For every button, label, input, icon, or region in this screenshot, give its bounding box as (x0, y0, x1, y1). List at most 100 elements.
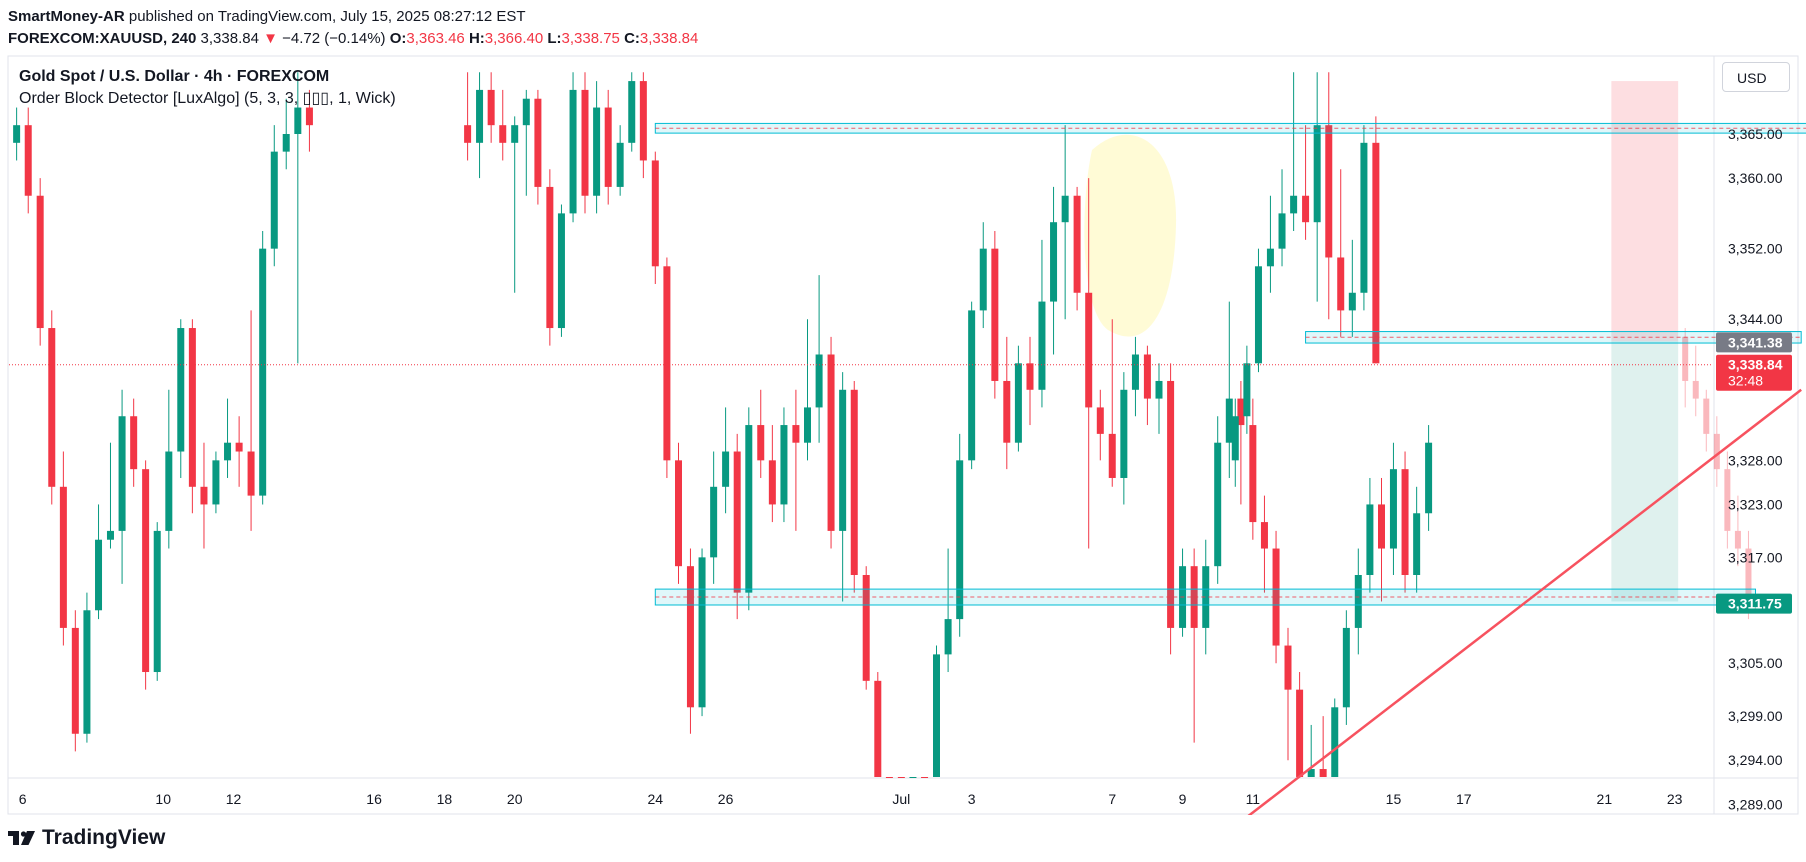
candle-down[interactable] (487, 72, 495, 143)
candle-down[interactable] (534, 89, 542, 205)
price-chart[interactable]: 3,365.00 3,360.00 3,352.00 3,344.00 3,328.00… (0, 55, 1806, 815)
candle-up[interactable] (1278, 169, 1286, 267)
candle-up[interactable] (1366, 477, 1374, 593)
candle-down[interactable] (200, 442, 208, 549)
candle-down[interactable] (897, 777, 905, 778)
candle-down[interactable] (1337, 169, 1345, 337)
candle-up[interactable] (83, 592, 91, 743)
candle-down[interactable] (499, 89, 507, 161)
candle-down[interactable] (1284, 627, 1292, 761)
candle-up[interactable] (13, 107, 21, 161)
candle-down[interactable] (639, 72, 647, 179)
candle-down[interactable] (1260, 495, 1268, 593)
candle-down[interactable] (850, 380, 858, 593)
candle-up[interactable] (616, 125, 624, 196)
candle-up[interactable] (1254, 248, 1262, 373)
candle-up[interactable] (1061, 125, 1069, 320)
candle-down[interactable] (1237, 380, 1245, 505)
tradingview-brand[interactable]: TradingView (8, 826, 165, 850)
candle-down[interactable] (59, 451, 67, 646)
candle-down[interactable] (757, 389, 765, 478)
order-block-3[interactable] (654, 588, 1756, 606)
candle-up[interactable] (909, 777, 917, 778)
candle-up[interactable] (1038, 239, 1046, 408)
candle-up[interactable] (106, 442, 114, 549)
candle-up[interactable] (839, 372, 847, 602)
candle-up[interactable] (1050, 186, 1058, 355)
candle-down[interactable] (792, 389, 800, 531)
candle-up[interactable] (212, 451, 220, 514)
projected-candle[interactable] (1734, 495, 1741, 567)
candle-down[interactable] (1096, 389, 1104, 461)
candle-down[interactable] (546, 169, 554, 346)
candle-down[interactable] (1167, 363, 1175, 655)
candle-up[interactable] (593, 81, 601, 214)
candle-down[interactable] (1272, 530, 1280, 664)
candle-up[interactable] (259, 231, 267, 505)
candle-down[interactable] (1003, 336, 1011, 470)
projected-candle[interactable] (1724, 451, 1731, 549)
candle-down[interactable] (1190, 548, 1198, 743)
candle-up[interactable] (1290, 72, 1298, 232)
candle-up[interactable] (165, 389, 173, 549)
candle-up[interactable] (1202, 539, 1210, 655)
candle-down[interactable] (651, 151, 659, 284)
candle-down[interactable] (921, 777, 929, 778)
candle-down[interactable] (768, 425, 776, 523)
candle-down[interactable] (1296, 672, 1304, 777)
take-profit-zone[interactable] (1611, 341, 1679, 602)
candle-up[interactable] (698, 548, 706, 717)
candle-up[interactable] (722, 407, 730, 514)
candle-down[interactable] (581, 72, 589, 214)
candle-up[interactable] (294, 72, 302, 364)
candle-down[interactable] (1401, 451, 1409, 593)
candle-down[interactable] (663, 257, 671, 478)
legend-title[interactable]: Gold Spot / U.S. Dollar · 4h · FOREXCOM (19, 68, 330, 85)
candle-down[interactable] (991, 231, 999, 399)
candle-down[interactable] (247, 310, 255, 531)
candle-up[interactable] (968, 301, 976, 470)
candle-up[interactable] (815, 275, 823, 443)
candle-down[interactable] (1143, 345, 1151, 426)
candle-down[interactable] (464, 72, 472, 161)
candle-up[interactable] (476, 72, 484, 179)
candle-down[interactable] (874, 672, 882, 777)
candle-down[interactable] (235, 416, 243, 487)
candle-down[interactable] (305, 89, 313, 152)
candle-up[interactable] (933, 645, 940, 777)
candle-down[interactable] (862, 566, 870, 690)
candle-up[interactable] (224, 398, 232, 478)
projected-candle[interactable] (1682, 328, 1689, 408)
candle-up[interactable] (1120, 372, 1128, 505)
candle-up[interactable] (282, 98, 290, 170)
candle-down[interactable] (188, 319, 196, 514)
highlight-marker[interactable] (1084, 134, 1177, 337)
candle-up[interactable] (1231, 398, 1239, 487)
candle-up[interactable] (1413, 486, 1421, 593)
trend-line[interactable] (1218, 388, 1802, 815)
candle-up[interactable] (1389, 442, 1397, 575)
candle-up[interactable] (1360, 125, 1368, 311)
candle-down[interactable] (1026, 336, 1034, 426)
candle-up[interactable] (511, 116, 519, 293)
projected-candle[interactable] (1713, 416, 1720, 487)
candle-up[interactable] (803, 319, 811, 461)
candle-down[interactable] (674, 442, 682, 584)
candle-down[interactable] (71, 610, 79, 752)
candle-down[interactable] (733, 433, 741, 620)
author-name[interactable]: SmartMoney-AR (8, 8, 125, 25)
projected-candle[interactable] (1692, 345, 1699, 417)
candle-up[interactable] (628, 72, 636, 152)
candle-up[interactable] (1354, 548, 1362, 655)
candle-up[interactable] (1313, 72, 1321, 302)
candle-up[interactable] (944, 548, 952, 673)
candle-down[interactable] (1085, 178, 1093, 549)
candle-down[interactable] (885, 777, 893, 778)
currency-button[interactable]: USD (1722, 62, 1790, 92)
candle-down[interactable] (48, 310, 56, 505)
candle-down[interactable] (142, 460, 150, 690)
candle-up[interactable] (1014, 345, 1022, 452)
candle-down[interactable] (604, 89, 612, 205)
candle-up[interactable] (153, 522, 161, 681)
candle-up[interactable] (1266, 195, 1274, 293)
